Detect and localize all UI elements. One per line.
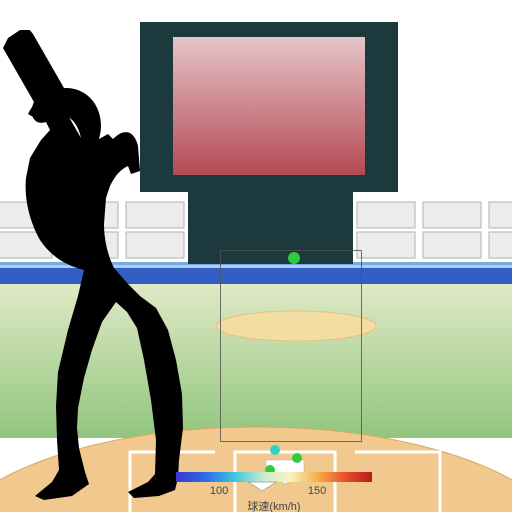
pitch-marker — [292, 453, 302, 463]
colorbar-tick: 100 — [210, 485, 228, 497]
colorbar-axis-label: 球速(km/h) — [247, 498, 300, 512]
colorbar-tick: 150 — [308, 485, 326, 497]
pitch-location-diagram: 100 150 球速(km/h) — [0, 0, 512, 512]
speed-colorbar — [176, 472, 372, 492]
pitch-marker — [288, 252, 300, 264]
batter-silhouette — [0, 30, 245, 512]
pitch-marker — [270, 445, 280, 455]
